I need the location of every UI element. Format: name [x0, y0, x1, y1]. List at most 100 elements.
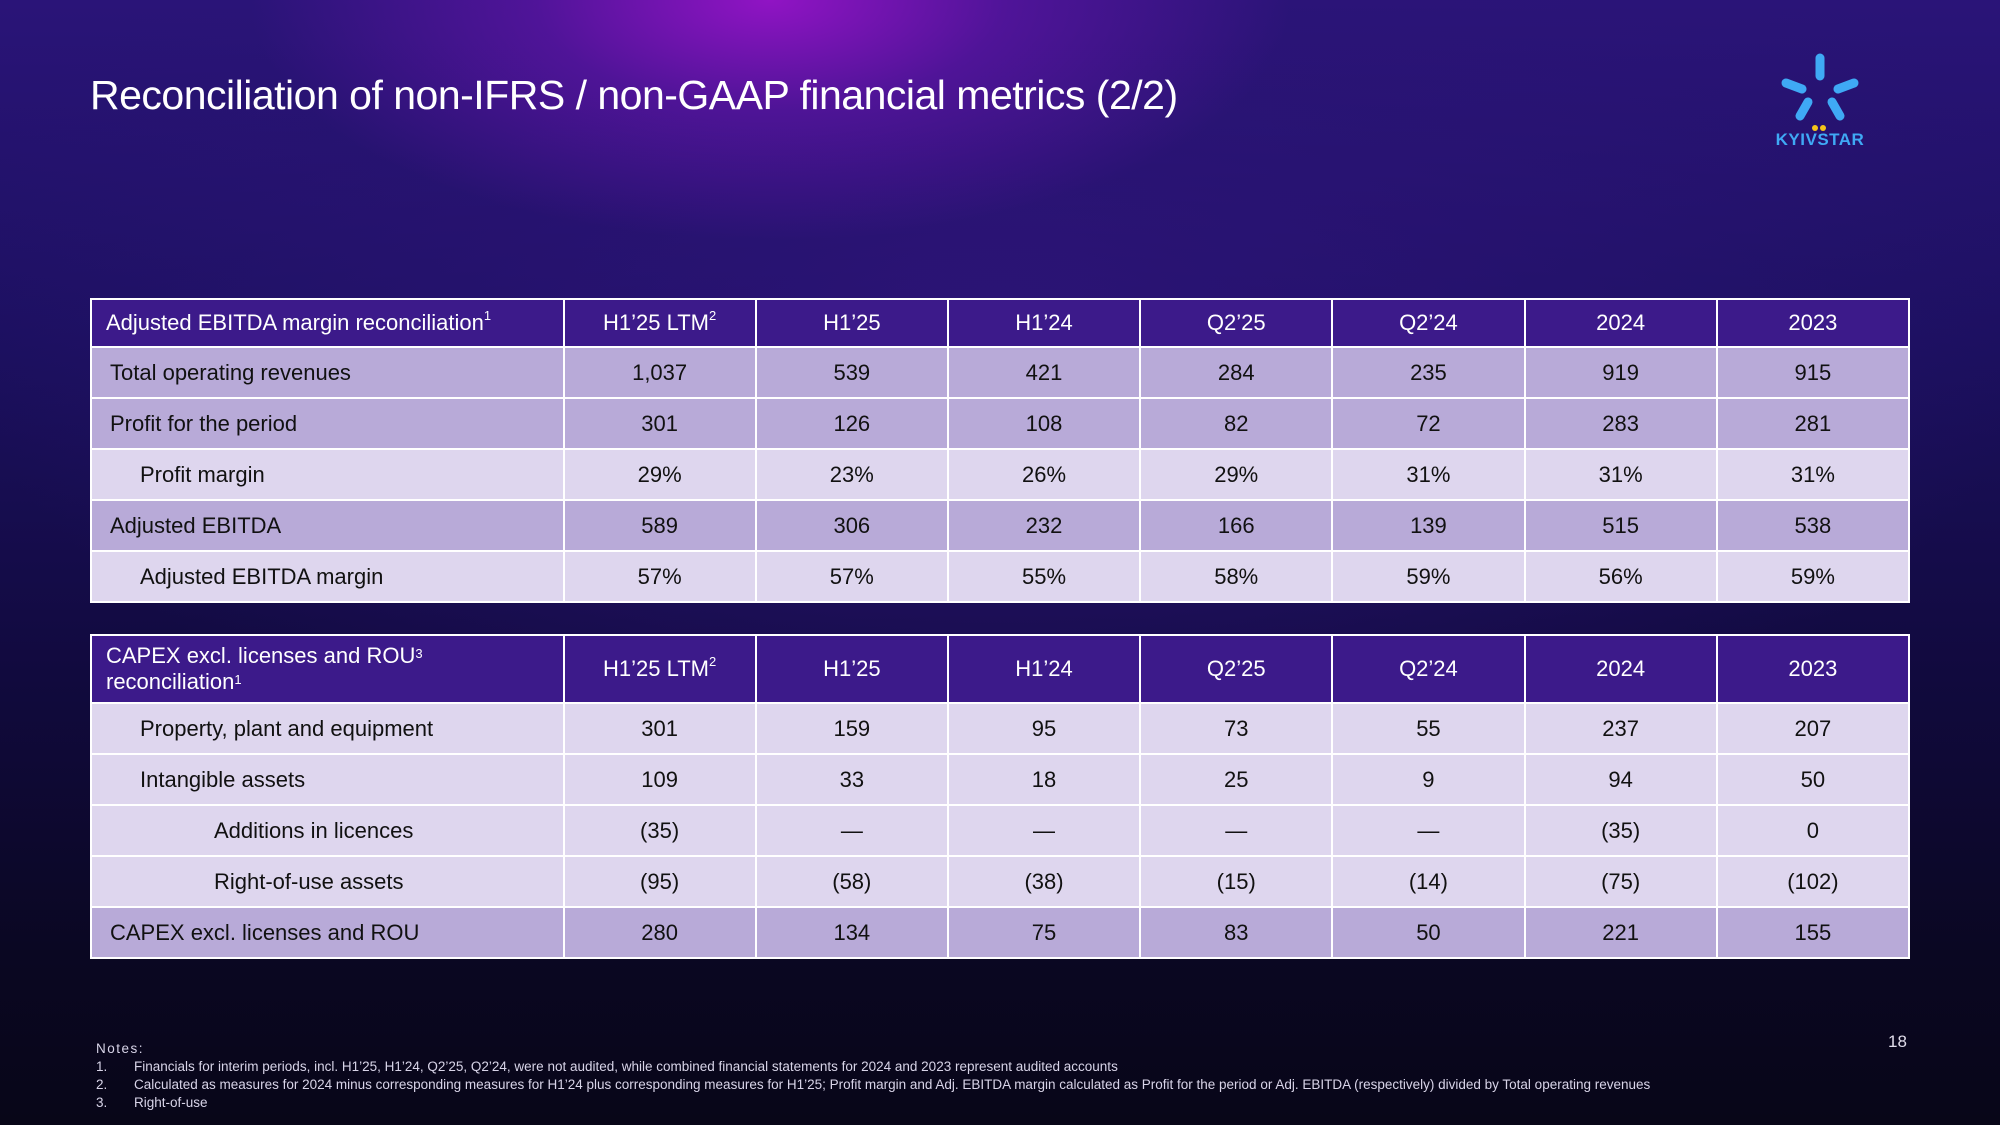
table-row: Adjusted EBITDA margin 57% 57% 55% 58% 5… — [90, 550, 1911, 603]
table-cell: (95) — [562, 855, 757, 908]
footnote-item: 3. Right-of-use — [96, 1094, 1650, 1112]
table-cell: (38) — [946, 855, 1142, 908]
table-cell: 55 — [1331, 702, 1526, 755]
row-label: Profit margin — [90, 448, 565, 501]
table-cell: 82 — [1139, 397, 1334, 450]
table-cell: 919 — [1523, 346, 1718, 399]
table-cell: 166 — [1139, 499, 1334, 552]
row-label: Profit for the period — [90, 397, 565, 450]
row-label: Total operating revenues — [90, 346, 565, 399]
table-cell: 221 — [1523, 906, 1718, 959]
table-cell: 159 — [754, 702, 949, 755]
logo-wordmark: KYIVSTAR — [1775, 130, 1865, 149]
table-cell: 207 — [1715, 702, 1911, 755]
table-cell: 306 — [754, 499, 949, 552]
row-label: CAPEX excl. licenses and ROU — [90, 906, 565, 959]
notes-heading: Notes: — [96, 1041, 145, 1056]
table-cell: 139 — [1331, 499, 1526, 552]
table-cell: (35) — [1523, 804, 1718, 857]
table-cell: 18 — [946, 753, 1142, 806]
table-cell: 232 — [946, 499, 1142, 552]
table-cell: 83 — [1139, 906, 1334, 959]
table-cell: (102) — [1715, 855, 1911, 908]
table-cell: 23% — [754, 448, 949, 501]
footnote-number: 1. — [96, 1059, 108, 1074]
table-cell: (35) — [562, 804, 757, 857]
table-cell: — — [1331, 804, 1526, 857]
table-cell: 31% — [1331, 448, 1526, 501]
table-row: Adjusted EBITDA 589 306 232 166 139 515 … — [90, 499, 1911, 552]
column-header: H1’25 LTM2 — [562, 298, 757, 348]
table-cell: 155 — [1715, 906, 1911, 959]
row-label: Right-of-use assets — [90, 855, 565, 908]
table-cell: 237 — [1523, 702, 1718, 755]
column-header: Q2’24 — [1331, 634, 1526, 704]
table-cell: 31% — [1715, 448, 1911, 501]
table-cell: 58% — [1139, 550, 1334, 603]
table-cell: 538 — [1715, 499, 1911, 552]
table-cell: 301 — [562, 397, 757, 450]
table-cell: 57% — [562, 550, 757, 603]
table-cell: 126 — [754, 397, 949, 450]
table-cell: 56% — [1523, 550, 1718, 603]
column-header: Q2’25 — [1139, 298, 1334, 348]
row-label: Intangible assets — [90, 753, 565, 806]
column-header: 2024 — [1523, 298, 1718, 348]
table-cell: (58) — [754, 855, 949, 908]
table-cell: (14) — [1331, 855, 1526, 908]
table-cell: 31% — [1523, 448, 1718, 501]
table-row: Right-of-use assets (95) (58) (38) (15) … — [90, 855, 1911, 908]
table-cell: 26% — [946, 448, 1142, 501]
table-cell: 50 — [1331, 906, 1526, 959]
column-header: Q2’24 — [1331, 298, 1526, 348]
table-cell: 55% — [946, 550, 1142, 603]
row-label: Property, plant and equipment — [90, 702, 565, 755]
table-cell: 95 — [946, 702, 1142, 755]
table-row: CAPEX excl. licenses and ROU 280 134 75 … — [90, 906, 1911, 959]
footnote-text: Financials for interim periods, incl. H1… — [134, 1059, 1118, 1074]
column-header: H1’25 — [754, 634, 949, 704]
table-cell: 59% — [1331, 550, 1526, 603]
footnote-number: 2. — [96, 1077, 108, 1092]
table-cell: 301 — [562, 702, 757, 755]
table-cell: 0 — [1715, 804, 1911, 857]
footnote-item: 2. Calculated as measures for 2024 minus… — [96, 1076, 1650, 1094]
footnote-item: 1. Financials for interim periods, incl.… — [96, 1058, 1650, 1076]
table-cell: 589 — [562, 499, 757, 552]
table-cell: 108 — [946, 397, 1142, 450]
table-row: Property, plant and equipment 301 159 95… — [90, 702, 1911, 755]
table-row: Total operating revenues 1,037 539 421 2… — [90, 346, 1911, 399]
table-cell: — — [754, 804, 949, 857]
table-row: Intangible assets 109 33 18 25 9 94 50 — [90, 753, 1911, 806]
column-header: Q2’25 — [1139, 634, 1334, 704]
table-row: Additions in licences (35) — — — — (35) … — [90, 804, 1911, 857]
table-cell: 9 — [1331, 753, 1526, 806]
table-cell: 25 — [1139, 753, 1334, 806]
footnotes: Notes: 1. Financials for interim periods… — [96, 1040, 1650, 1112]
table-cell: 281 — [1715, 397, 1911, 450]
table-row: Profit margin 29% 23% 26% 29% 31% 31% 31… — [90, 448, 1911, 501]
column-header: H1’24 — [946, 634, 1142, 704]
table-cell: 73 — [1139, 702, 1334, 755]
table-cell: 515 — [1523, 499, 1718, 552]
column-header: H1’24 — [946, 298, 1142, 348]
table-cell: 915 — [1715, 346, 1911, 399]
ebitda-margin-table: Adjusted EBITDA margin reconciliation1 H… — [90, 298, 1911, 603]
table-cell: — — [1139, 804, 1334, 857]
row-label: Adjusted EBITDA — [90, 499, 565, 552]
footnote-number: 3. — [96, 1095, 108, 1110]
footnote-text: Calculated as measures for 2024 minus co… — [134, 1077, 1651, 1092]
table-cell: 72 — [1331, 397, 1526, 450]
page-title: Reconciliation of non-IFRS / non-GAAP fi… — [90, 72, 1178, 118]
table-cell: 94 — [1523, 753, 1718, 806]
page-number: 18 — [1888, 1032, 1907, 1051]
column-header: 2023 — [1715, 634, 1911, 704]
column-header: 2023 — [1715, 298, 1911, 348]
table-header-row: Adjusted EBITDA margin reconciliation1 H… — [90, 298, 1911, 348]
table-cell: 29% — [562, 448, 757, 501]
table-cell: 33 — [754, 753, 949, 806]
table-header-label: Adjusted EBITDA margin reconciliation1 — [90, 298, 565, 348]
table-cell: (15) — [1139, 855, 1334, 908]
table-header-label: CAPEX excl. licenses and ROU3 reconciliat… — [90, 634, 565, 704]
table-cell: 283 — [1523, 397, 1718, 450]
